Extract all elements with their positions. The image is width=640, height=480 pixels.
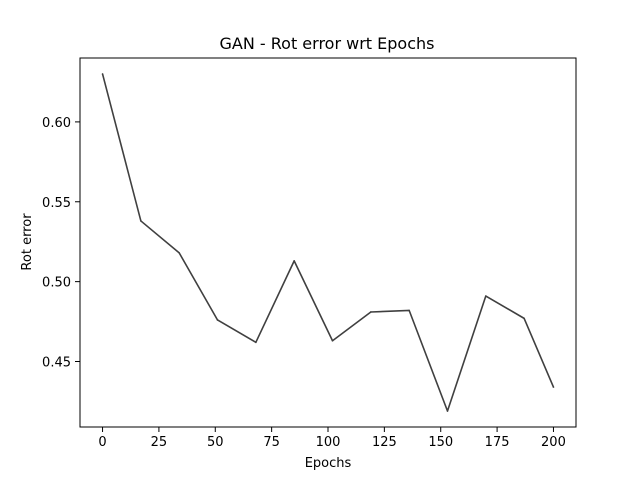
data-point bbox=[552, 386, 555, 388]
x-tick-label: 25 bbox=[151, 435, 168, 450]
data-point bbox=[523, 317, 525, 320]
y-tick-label: 0.45 bbox=[42, 356, 71, 371]
data-point bbox=[255, 341, 257, 344]
series-line bbox=[101, 73, 555, 412]
x-axis: 0 25 50 75 100 125 150 175 200 bbox=[98, 427, 566, 450]
data-point bbox=[485, 295, 487, 297]
y-tick-label: 0.60 bbox=[42, 116, 71, 131]
plot-area bbox=[101, 73, 555, 412]
data-point bbox=[370, 311, 372, 313]
x-tick-label: 0 bbox=[98, 435, 106, 450]
data-point bbox=[101, 73, 104, 75]
y-axis-label: Rot error bbox=[20, 213, 35, 271]
x-tick-label: 150 bbox=[428, 435, 453, 450]
data-point bbox=[140, 220, 142, 222]
axes-frame bbox=[79, 57, 577, 428]
y-tick-label: 0.55 bbox=[42, 196, 71, 211]
data-point bbox=[446, 410, 449, 412]
data-point bbox=[178, 252, 180, 254]
data-point bbox=[331, 339, 334, 342]
x-tick-label: 125 bbox=[372, 435, 397, 450]
data-point bbox=[293, 260, 295, 262]
x-axis-label: Epochs bbox=[305, 456, 352, 471]
data-point bbox=[408, 309, 410, 312]
y-tick-label: 0.50 bbox=[42, 276, 71, 291]
data-point bbox=[216, 319, 219, 321]
y-axis: 0.45 0.50 0.55 0.60 bbox=[42, 116, 80, 371]
x-tick-label: 200 bbox=[541, 435, 566, 450]
x-tick-label: 50 bbox=[207, 435, 224, 450]
x-tick-label: 175 bbox=[485, 435, 510, 450]
chart-title: GAN - Rot error wrt Epochs bbox=[220, 34, 435, 53]
x-tick-label: 100 bbox=[316, 435, 341, 450]
x-tick-label: 75 bbox=[263, 435, 280, 450]
